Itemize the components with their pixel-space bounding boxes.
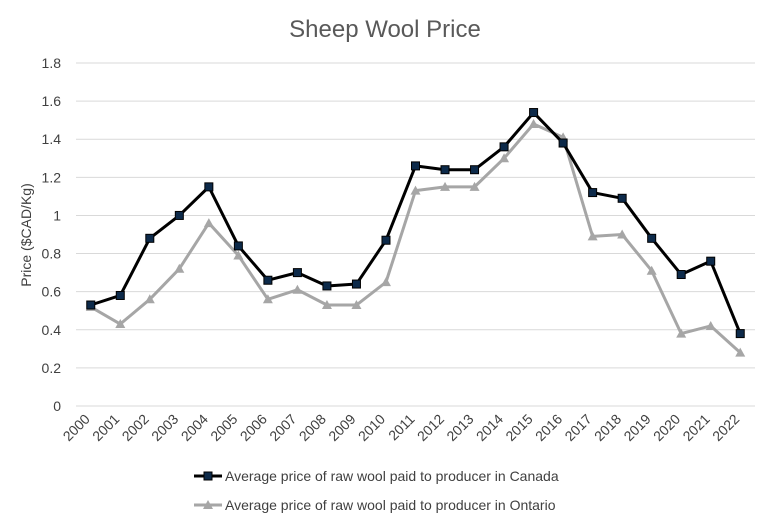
- y-tick-label: 1.4: [42, 131, 62, 147]
- legend: Average price of raw wool paid to produc…: [194, 468, 559, 513]
- data-point-triangle: [203, 218, 214, 228]
- y-tick-label: 0: [53, 398, 61, 414]
- series-line: [90, 122, 742, 354]
- legend-label: Average price of raw wool paid to produc…: [225, 497, 556, 513]
- series-canada: [86, 108, 745, 339]
- y-tick-label: 0.8: [42, 246, 62, 262]
- x-tick-label: 2002: [119, 411, 152, 444]
- x-tick-label: 2009: [325, 411, 358, 444]
- data-point-square: [174, 210, 184, 220]
- x-tick-label: 2008: [296, 411, 329, 444]
- data-point-triangle: [262, 294, 273, 304]
- data-point-triangle: [469, 181, 480, 191]
- data-point-triangle: [233, 250, 244, 260]
- series-group: [85, 108, 746, 357]
- legend-item: Average price of raw wool paid to produc…: [194, 497, 556, 513]
- y-tick-label: 0.2: [42, 360, 62, 376]
- x-tick-label: 2003: [148, 411, 181, 444]
- data-point-square: [588, 188, 598, 198]
- data-point-square: [470, 165, 480, 175]
- data-point-triangle: [528, 118, 539, 128]
- data-point-triangle: [735, 347, 746, 357]
- x-tick-label: 2007: [266, 411, 299, 444]
- data-point-square: [322, 281, 332, 291]
- data-point-triangle: [410, 185, 421, 195]
- y-tick-label: 1.6: [42, 93, 62, 109]
- data-point-square: [440, 165, 450, 175]
- chart-title: Sheep Wool Price: [289, 16, 481, 43]
- data-point-square: [411, 161, 420, 171]
- x-tick-label: 2017: [561, 411, 594, 444]
- legend-label: Average price of raw wool paid to produc…: [225, 468, 559, 484]
- data-point-triangle: [705, 320, 716, 330]
- data-point-triangle: [499, 153, 510, 163]
- data-point-square: [204, 182, 214, 192]
- data-point-triangle: [587, 231, 598, 241]
- x-tick-label: 2000: [60, 411, 93, 444]
- data-point-square: [233, 241, 243, 251]
- data-point-triangle: [321, 300, 332, 310]
- data-point-square: [499, 142, 509, 152]
- x-tick-label: 2010: [355, 411, 388, 444]
- x-tick-label: 2020: [650, 411, 683, 444]
- data-point-square: [145, 233, 155, 243]
- data-point-square: [203, 471, 213, 481]
- y-tick-label: 1: [53, 207, 61, 223]
- data-point-triangle: [617, 229, 628, 239]
- legend-item: Average price of raw wool paid to produc…: [194, 468, 559, 484]
- x-tick-label: 2005: [207, 411, 240, 444]
- x-tick-label: 2013: [443, 411, 476, 444]
- x-tick-label: 2011: [385, 411, 418, 444]
- data-point-square: [676, 270, 686, 280]
- data-point-triangle: [351, 300, 362, 310]
- data-point-triangle: [292, 284, 303, 294]
- x-axis-ticks: 2000200120022003200420052006200720082009…: [60, 411, 743, 444]
- x-tick-label: 2021: [679, 411, 712, 444]
- series-line: [90, 111, 742, 335]
- data-point-triangle: [174, 263, 185, 273]
- data-point-triangle: [144, 294, 155, 304]
- x-tick-label: 2012: [414, 411, 447, 444]
- data-point-square: [529, 108, 539, 118]
- data-point-square: [292, 268, 302, 278]
- data-point-square: [351, 279, 361, 289]
- x-tick-label: 2006: [237, 411, 270, 444]
- x-tick-label: 2001: [89, 411, 122, 444]
- x-tick-label: 2022: [709, 411, 742, 444]
- data-point-triangle: [646, 265, 657, 275]
- data-point-triangle: [676, 328, 687, 338]
- data-point-triangle: [115, 319, 126, 329]
- x-tick-label: 2016: [532, 411, 565, 444]
- data-point-square: [86, 300, 96, 310]
- y-tick-label: 0.6: [42, 284, 62, 300]
- data-point-square: [263, 275, 273, 285]
- series-ontario: [85, 118, 746, 357]
- data-point-triangle: [203, 500, 213, 509]
- data-point-square: [706, 256, 716, 266]
- x-tick-label: 2004: [178, 411, 211, 444]
- x-tick-label: 2014: [473, 411, 506, 444]
- data-point-triangle: [440, 181, 451, 191]
- data-point-square: [617, 193, 627, 203]
- data-point-square: [558, 138, 568, 148]
- y-axis-ticks: 0 0.2 0.4 0.6 0.8 1 1.2 1.4 1.6 1.8: [42, 55, 62, 414]
- gridlines: [76, 62, 755, 407]
- data-point-square: [647, 233, 657, 243]
- y-tick-label: 0.4: [42, 322, 62, 338]
- y-axis-label: Price ($CAD/Kg): [18, 183, 34, 286]
- data-point-square: [735, 329, 745, 339]
- x-tick-label: 2015: [502, 411, 535, 444]
- y-tick-label: 1.2: [42, 169, 62, 185]
- y-tick-label: 1.8: [42, 55, 62, 71]
- x-tick-label: 2018: [591, 411, 624, 444]
- data-point-square: [115, 290, 125, 300]
- data-point-triangle: [380, 277, 391, 287]
- x-tick-label: 2019: [620, 411, 653, 444]
- data-point-square: [381, 235, 391, 245]
